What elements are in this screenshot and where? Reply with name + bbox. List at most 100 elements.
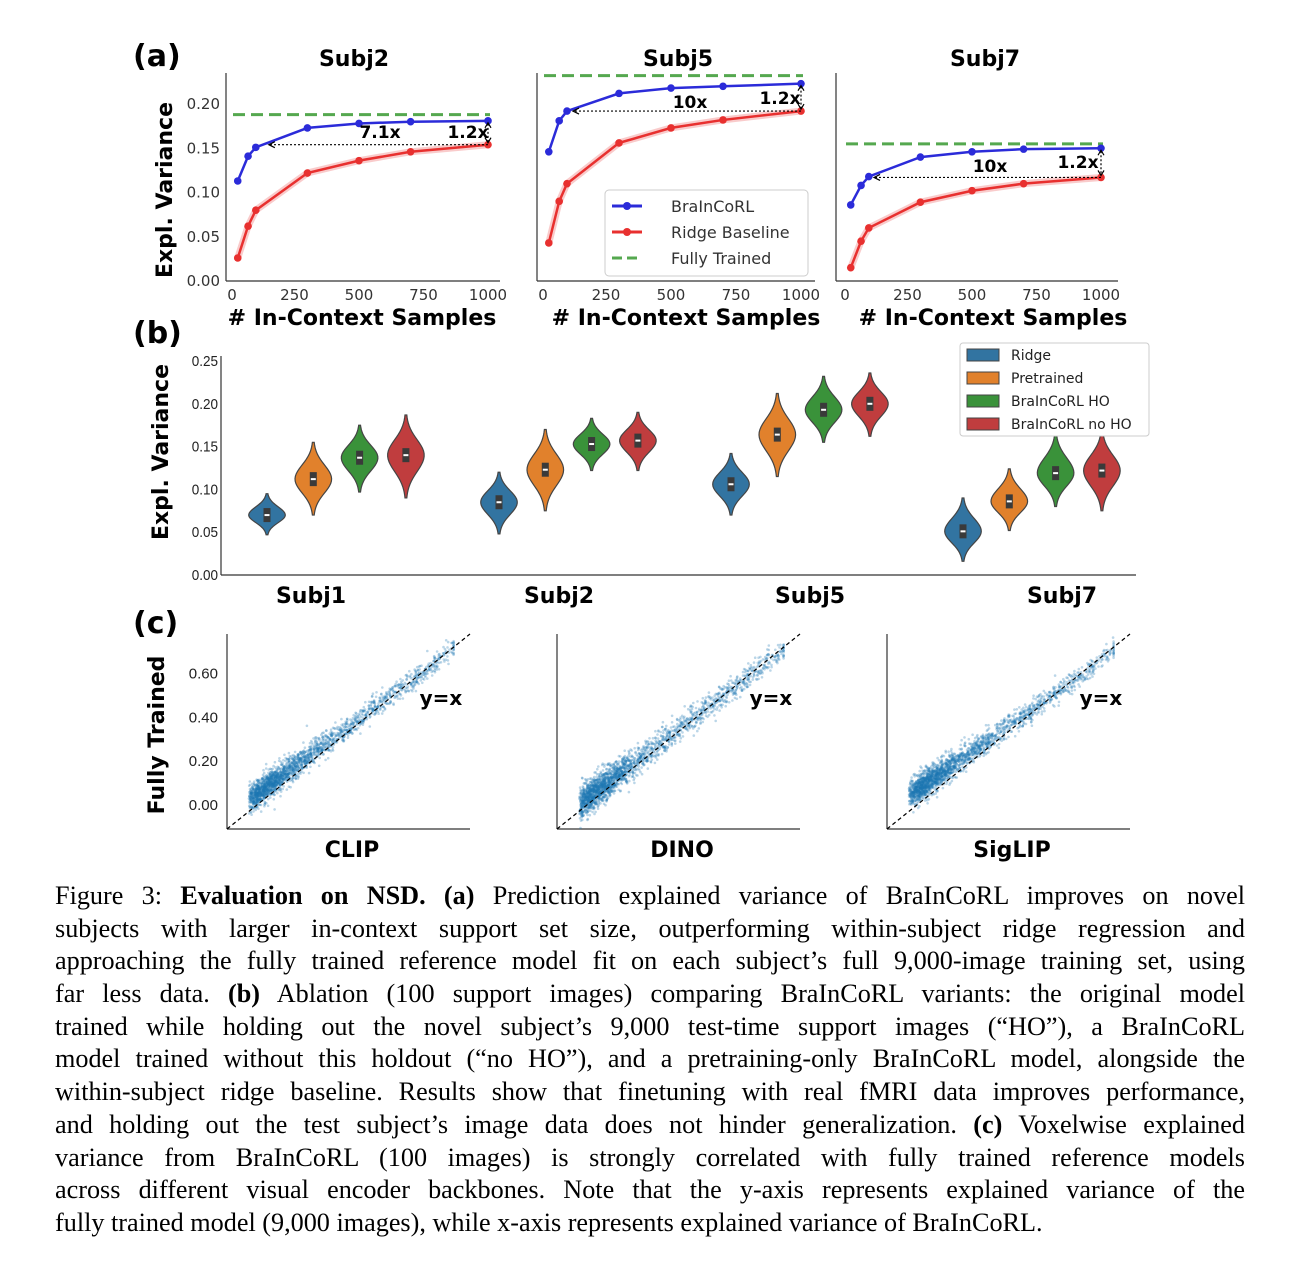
scatter-point	[255, 786, 259, 789]
scatter-point	[263, 788, 266, 792]
scatter-point	[255, 787, 258, 791]
scatter-point	[303, 750, 307, 754]
scatter-point	[291, 780, 295, 784]
scatter-point	[274, 780, 277, 783]
scatter-point	[415, 676, 418, 680]
scatter-point	[249, 800, 253, 803]
ridge-point	[846, 263, 855, 272]
scatter-point	[255, 806, 259, 809]
scatter-point	[971, 733, 974, 736]
scatter-point	[256, 791, 260, 795]
scatter-point	[297, 775, 300, 779]
arrowhead-icon	[1097, 149, 1105, 177]
scatter-point	[255, 802, 258, 805]
arrowhead-icon	[267, 141, 276, 149]
scatter-point	[272, 780, 275, 783]
braincorl-point	[355, 119, 363, 128]
scatter-point	[331, 733, 334, 736]
scatter-point	[424, 675, 427, 679]
scatter-point	[263, 783, 266, 787]
scatter-point	[380, 712, 384, 715]
scatter-point	[317, 746, 321, 750]
scatter-point	[333, 727, 337, 730]
scatter-point	[388, 692, 391, 696]
scatter-point	[316, 748, 320, 751]
scatter-point	[448, 648, 451, 651]
scatter-point	[662, 745, 665, 749]
scatter-point	[256, 778, 259, 782]
scatter-point	[259, 796, 262, 799]
scatter-point	[252, 799, 255, 803]
scatter-point	[711, 709, 715, 713]
scatter-point	[765, 665, 769, 669]
scatter-point	[638, 752, 641, 755]
scatter-point	[587, 801, 590, 805]
x-axis-label: # In-Context Samples	[859, 306, 1128, 331]
scatter-point	[254, 801, 258, 805]
scatter-point	[275, 782, 279, 786]
scatter-point	[423, 671, 426, 675]
scatter-point	[332, 727, 336, 730]
scatter-point	[267, 773, 271, 776]
scatter-point	[356, 715, 360, 718]
scatter-point	[291, 770, 295, 774]
scatter-point	[303, 755, 307, 758]
scatter-point	[415, 680, 418, 684]
scatter-point	[409, 682, 413, 685]
scatter-point	[305, 762, 308, 765]
scatter-point	[714, 692, 718, 696]
x-tick-label: 250	[893, 286, 922, 304]
scatter-point	[263, 794, 266, 798]
scatter-point	[277, 778, 281, 782]
scatter-point	[740, 687, 744, 691]
scatter-point	[312, 751, 315, 754]
scatter-point	[254, 792, 258, 795]
scatter-point	[258, 798, 261, 802]
scatter-point	[254, 790, 257, 793]
scatter-point	[249, 795, 252, 799]
scatter-point	[636, 741, 640, 745]
scatter-point	[589, 805, 592, 808]
scatter-point	[273, 781, 277, 784]
scatter-point	[326, 735, 329, 739]
scatter-point	[334, 734, 338, 737]
scatter-point	[257, 787, 260, 790]
scatter-point	[416, 676, 420, 680]
scatter-point	[254, 793, 258, 796]
scatter-point	[256, 784, 260, 788]
scatter-point	[385, 691, 388, 694]
scatter-point	[370, 695, 374, 698]
scatter-point	[315, 743, 319, 746]
scatter-point	[452, 648, 455, 652]
scatter-point	[258, 803, 262, 807]
scatter-point	[286, 773, 290, 776]
scatter-point	[452, 652, 455, 656]
scatter-point	[367, 707, 371, 710]
scatter-point	[290, 765, 294, 768]
scatter-point	[433, 670, 437, 674]
scatter-point	[433, 656, 437, 660]
scatter-point	[290, 778, 294, 781]
scatter-point	[391, 688, 395, 691]
scatter-point	[452, 639, 455, 643]
legend-label: BraInCoRL no HO	[1011, 417, 1132, 433]
scatter-point	[353, 718, 356, 721]
scatter-point	[314, 744, 317, 748]
scatter-point	[250, 813, 253, 816]
scatter-point	[266, 784, 270, 787]
scatter-point	[251, 785, 254, 789]
scatter-point	[273, 793, 277, 797]
scatter-point	[278, 778, 281, 781]
scatter-point	[313, 747, 316, 750]
scatter-point	[257, 786, 261, 790]
scatter-point	[277, 789, 281, 792]
scatter-point	[396, 684, 399, 687]
scatter-point	[258, 798, 261, 801]
scatter-point	[287, 760, 291, 764]
scatter-point	[345, 717, 349, 721]
x-tick-label: 250	[592, 286, 621, 304]
scatter-point	[287, 774, 291, 777]
scatter-point	[271, 772, 275, 776]
scatter-point	[676, 722, 679, 726]
scatter-point	[406, 685, 410, 688]
